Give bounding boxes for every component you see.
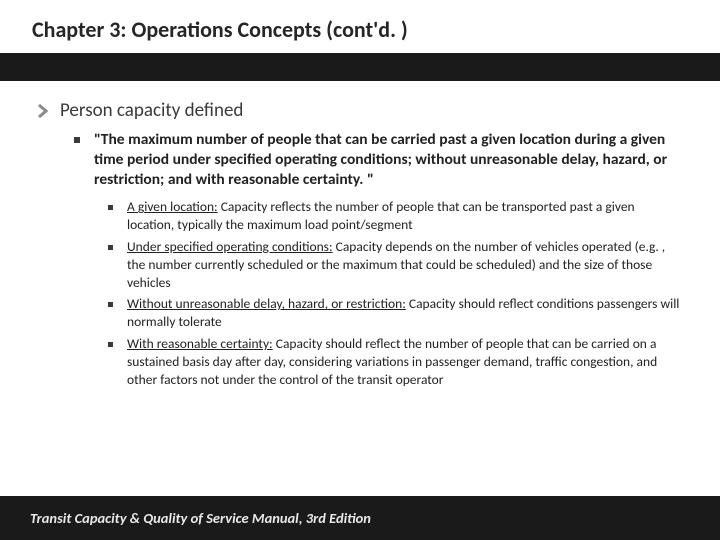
square-bullet-icon	[74, 137, 80, 143]
level1-text: Person capacity defined	[60, 99, 243, 122]
square-bullet-icon	[108, 302, 113, 307]
level3-text: A given location: Capacity reflects the …	[127, 198, 682, 234]
bullet-level3: Under specified operating conditions: Ca…	[108, 238, 682, 291]
level3-text: Under specified operating conditions: Ca…	[127, 238, 682, 291]
level2-text: "The maximum number of people that can b…	[94, 130, 682, 190]
level3-lead: A given location:	[127, 198, 218, 215]
level3-list: A given location: Capacity reflects the …	[108, 198, 682, 388]
bullet-level3: Without unreasonable delay, hazard, or r…	[108, 295, 682, 331]
bullet-level2: "The maximum number of people that can b…	[74, 130, 682, 190]
square-bullet-icon	[108, 205, 113, 210]
chevron-right-icon	[38, 104, 50, 118]
square-bullet-icon	[108, 245, 113, 250]
level3-text: Without unreasonable delay, hazard, or r…	[127, 295, 682, 331]
slide: Chapter 3: Operations Concepts (cont'd. …	[0, 0, 720, 540]
level3-text: With reasonable certainty: Capacity shou…	[127, 335, 682, 388]
footer-band: Transit Capacity & Quality of Service Ma…	[0, 496, 720, 540]
bullet-level1: Person capacity defined	[38, 99, 682, 122]
content-area: Person capacity defined "The maximum num…	[0, 81, 720, 496]
level3-lead: Under specified operating conditions:	[127, 238, 333, 255]
title-band: Chapter 3: Operations Concepts (cont'd. …	[0, 0, 720, 53]
slide-title: Chapter 3: Operations Concepts (cont'd. …	[32, 16, 720, 43]
footer-text: Transit Capacity & Quality of Service Ma…	[30, 509, 371, 527]
dark-strip-top	[0, 53, 720, 81]
level3-lead: With reasonable certainty:	[127, 335, 273, 352]
level3-lead: Without unreasonable delay, hazard, or r…	[127, 295, 406, 312]
square-bullet-icon	[108, 342, 113, 347]
bullet-level3: With reasonable certainty: Capacity shou…	[108, 335, 682, 388]
bullet-level3: A given location: Capacity reflects the …	[108, 198, 682, 234]
